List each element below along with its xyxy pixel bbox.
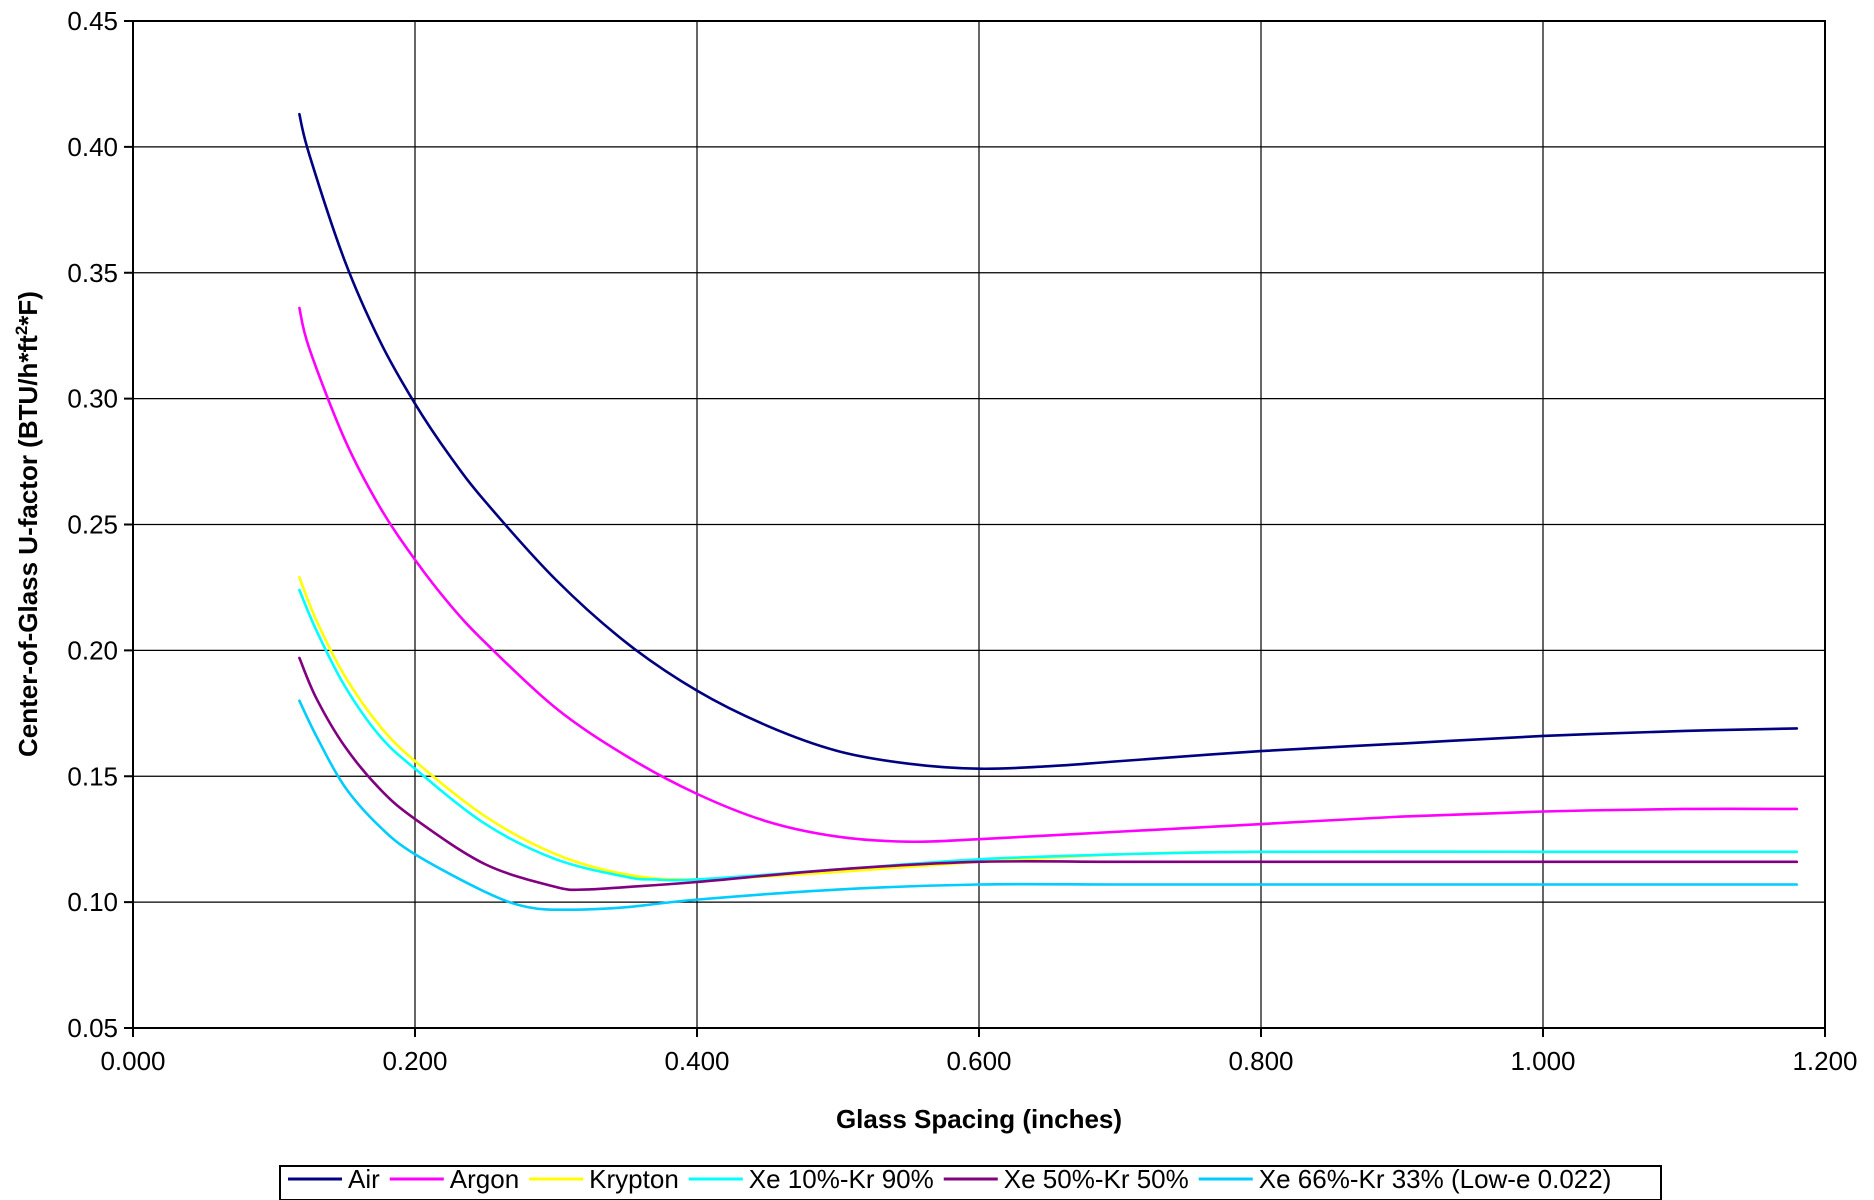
series-lines bbox=[298, 112, 1799, 911]
x-tick-label: 0.800 bbox=[1228, 1046, 1293, 1076]
y-tick-label: 0.10 bbox=[67, 887, 118, 917]
x-tick-label: 1.000 bbox=[1510, 1046, 1575, 1076]
x-tick-label: 0.000 bbox=[100, 1046, 165, 1076]
x-axis-title: Glass Spacing (inches) bbox=[836, 1104, 1122, 1134]
legend-label-3: Krypton bbox=[589, 1164, 679, 1194]
series-line-2 bbox=[298, 306, 1799, 844]
x-tick-label: 0.600 bbox=[946, 1046, 1011, 1076]
y-tick-label: 0.05 bbox=[67, 1013, 118, 1043]
x-tick-label: 1.200 bbox=[1792, 1046, 1857, 1076]
y-tick-label: 0.25 bbox=[67, 510, 118, 540]
series-line-5 bbox=[298, 656, 1799, 892]
series-line-4 bbox=[298, 588, 1799, 882]
legend-label-2: Argon bbox=[450, 1164, 519, 1194]
y-tick-label: 0.30 bbox=[67, 384, 118, 414]
legend-label-5: Xe 50%-Kr 50% bbox=[1004, 1164, 1189, 1194]
y-axis-title-sup: 2 bbox=[12, 326, 31, 335]
y-axis-ticks: 0.05 0.10 0.15 0.20 0.25 0.30 0.35 0.40 0.45 bbox=[67, 6, 133, 1043]
legend: Air Argon Krypton Xe 10%-Kr 90% Xe 50%-Kr 50… bbox=[279, 1164, 1662, 1200]
grid-lines bbox=[132, 20, 1826, 1029]
y-axis-title: Center-of-Glass U-factor (BTU/h*ft2*F) bbox=[12, 291, 43, 757]
legend-label-1: Air bbox=[348, 1164, 380, 1194]
x-axis-ticks: 0.000 0.200 0.400 0.600 0.800 1.000 1.200 bbox=[100, 1028, 1858, 1076]
legend-label-4: Xe 10%-Kr 90% bbox=[749, 1164, 934, 1194]
legend-box bbox=[279, 1165, 1662, 1200]
y-tick-label: 0.45 bbox=[67, 6, 118, 36]
x-tick-label: 0.400 bbox=[664, 1046, 729, 1076]
y-tick-label: 0.15 bbox=[67, 761, 118, 791]
legend-label-6: Xe 66%-Kr 33% (Low-e 0.022) bbox=[1259, 1164, 1612, 1194]
y-axis-title-main: Center-of-Glass U-factor (BTU/h*ft bbox=[13, 335, 43, 757]
legend-items: Air Argon Krypton Xe 10%-Kr 90% Xe 50%-Kr 50… bbox=[288, 1164, 1611, 1194]
series-line-1 bbox=[298, 112, 1799, 771]
series-line-6 bbox=[298, 699, 1799, 911]
y-tick-label: 0.20 bbox=[67, 635, 118, 665]
y-axis-title-end: *F) bbox=[13, 291, 43, 326]
x-tick-label: 0.200 bbox=[382, 1046, 447, 1076]
y-tick-label: 0.40 bbox=[67, 132, 118, 162]
y-tick-label: 0.35 bbox=[67, 258, 118, 288]
